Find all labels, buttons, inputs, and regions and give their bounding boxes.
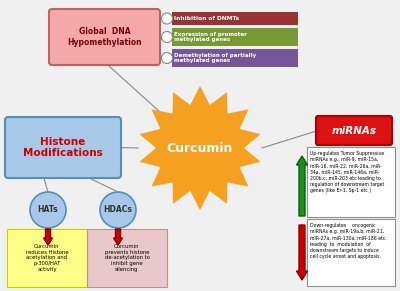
Text: Expression of promoter
methylated genes: Expression of promoter methylated genes <box>174 32 247 42</box>
Text: Curcumin
prevents histone
de-acetylation to
inhibit gene
silencing: Curcumin prevents histone de-acetylation… <box>104 244 150 272</box>
Polygon shape <box>140 86 260 210</box>
Text: miRNAs: miRNAs <box>332 125 376 136</box>
FancyBboxPatch shape <box>307 219 395 286</box>
Text: Inhibition of DNMTs: Inhibition of DNMTs <box>174 16 239 21</box>
Text: Down-regulates    oncogenic
miRNAs e.g. miR-19a,b, miR-21,
miR-27a, miR-130a, mi: Down-regulates oncogenic miRNAs e.g. miR… <box>310 223 387 259</box>
FancyArrow shape <box>114 229 122 245</box>
FancyBboxPatch shape <box>172 12 298 25</box>
Circle shape <box>30 192 66 228</box>
FancyBboxPatch shape <box>49 9 160 65</box>
Text: Global  DNA
Hypomethylation: Global DNA Hypomethylation <box>67 27 142 47</box>
FancyArrow shape <box>296 156 308 216</box>
FancyBboxPatch shape <box>5 117 121 178</box>
FancyBboxPatch shape <box>172 28 298 46</box>
Text: Up-regulates Tumor Suppressive
miRNAs e.g., miR-9, miR-15a,
miR-16, miR-22, miR-: Up-regulates Tumor Suppressive miRNAs e.… <box>310 151 384 193</box>
Circle shape <box>162 52 172 63</box>
Circle shape <box>162 13 172 24</box>
Text: Curcumin: Curcumin <box>167 141 233 155</box>
FancyArrow shape <box>44 229 52 245</box>
Text: Histone
Modifications: Histone Modifications <box>23 137 103 158</box>
FancyBboxPatch shape <box>87 229 167 287</box>
FancyBboxPatch shape <box>316 116 392 145</box>
Circle shape <box>162 31 172 42</box>
Text: HDACs: HDACs <box>104 205 132 214</box>
Text: HATs: HATs <box>38 205 58 214</box>
Circle shape <box>100 192 136 228</box>
Text: Curcumin
reduces Histone
acetylation and
p-300/HAT
activity: Curcumin reduces Histone acetylation and… <box>26 244 68 272</box>
FancyBboxPatch shape <box>7 229 87 287</box>
FancyArrow shape <box>296 225 308 280</box>
Text: Demethylation of partially
methylated genes: Demethylation of partially methylated ge… <box>174 53 256 63</box>
FancyBboxPatch shape <box>172 49 298 67</box>
FancyBboxPatch shape <box>307 147 395 217</box>
